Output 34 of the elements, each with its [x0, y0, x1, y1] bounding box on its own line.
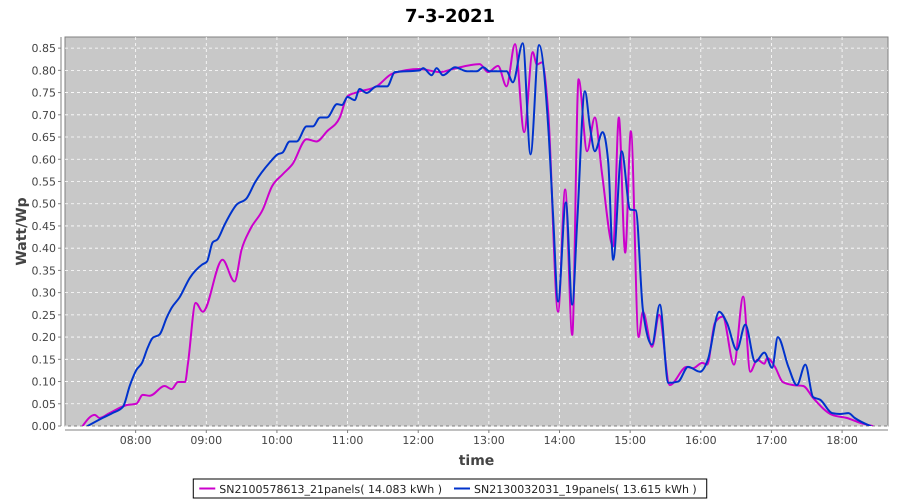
y-tick-label: 0.70 — [32, 108, 56, 122]
legend-label: SN2130032031_19panels( 13.615 kWh ) — [474, 483, 697, 496]
x-tick-label: 08:00 — [120, 434, 152, 447]
y-tick-label: 0.55 — [32, 175, 56, 188]
y-tick-label: 0.40 — [32, 242, 56, 256]
chart-title: 7-3-2021 — [404, 6, 496, 27]
y-tick-label: 0.00 — [32, 420, 56, 433]
y-tick-label: 0.35 — [32, 264, 56, 278]
x-axis-title: time — [458, 453, 494, 469]
y-tick-label: 0.05 — [32, 398, 56, 411]
y-axis-title: Watt/Wp — [14, 197, 30, 266]
x-tick-label: 10:00 — [261, 434, 293, 447]
y-tick-label: 0.80 — [32, 64, 56, 78]
x-tick-label: 13:00 — [473, 434, 505, 447]
y-tick-label: 0.60 — [32, 153, 56, 166]
y-tick-label: 0.85 — [32, 42, 56, 56]
x-tick-label: 15:00 — [614, 434, 646, 447]
y-tick-label: 0.50 — [32, 198, 56, 211]
x-tick-label: 16:00 — [684, 434, 717, 447]
x-tick-label: 09:00 — [190, 434, 222, 447]
y-tick-label: 0.75 — [32, 86, 56, 100]
y-tick-label: 0.10 — [32, 376, 56, 389]
x-tick-label: 17:00 — [756, 434, 788, 447]
x-tick-label: 14:00 — [544, 434, 576, 447]
y-tick-label: 0.30 — [32, 286, 56, 300]
y-tick-label: 0.65 — [32, 131, 56, 144]
x-tick-label: 11:00 — [332, 434, 364, 447]
y-tick-label: 0.25 — [32, 308, 56, 322]
legend-label: SN2100578613_21panels( 14.083 kWh ) — [219, 483, 442, 496]
x-tick-label: 18:00 — [826, 434, 858, 447]
y-tick-label: 0.20 — [32, 331, 56, 344]
x-tick-label: 12:00 — [402, 434, 434, 447]
y-tick-label: 0.45 — [32, 220, 56, 233]
y-tick-label: 0.15 — [32, 353, 56, 366]
